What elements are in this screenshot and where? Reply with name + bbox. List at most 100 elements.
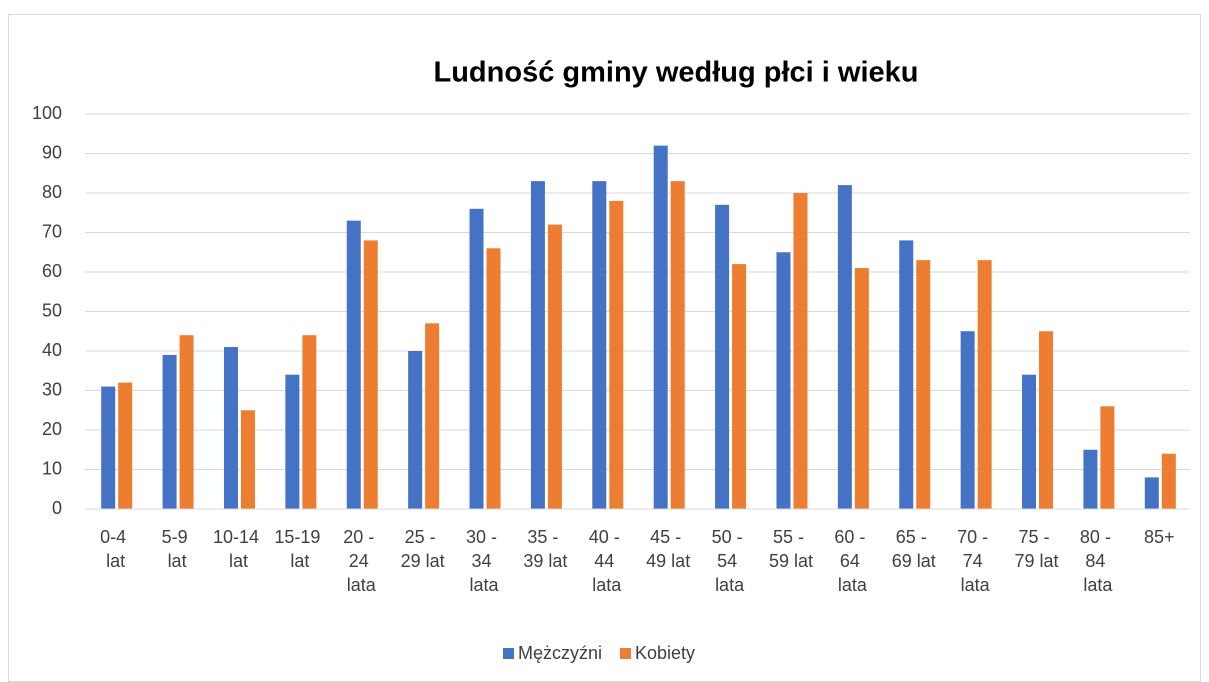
x-tick-label: 15-19 lat — [274, 527, 325, 571]
legend-swatch — [620, 648, 632, 659]
y-tick-label: 50 — [42, 300, 62, 320]
x-tick-line: 49 lat — [646, 551, 690, 571]
bar — [592, 181, 607, 509]
x-tick-label: 10-14 lat — [213, 527, 264, 571]
x-tick-line: 45 - — [650, 527, 686, 547]
y-tick-label: 70 — [42, 221, 62, 241]
x-tick-label: 25 - 29 lat — [401, 527, 445, 571]
x-tick-line: lata — [1083, 575, 1113, 595]
x-tick-line: 54 — [717, 551, 742, 571]
x-tick-line: 40 - — [589, 527, 625, 547]
x-tick-line: lata — [470, 575, 500, 595]
bar — [854, 268, 869, 509]
bar — [363, 240, 378, 509]
bar — [425, 323, 440, 509]
x-tick-line: 15-19 — [274, 527, 325, 547]
x-tick-line: lat — [168, 551, 187, 571]
bar — [1022, 374, 1037, 509]
x-tick-label: 50 - 54 lata — [712, 527, 748, 595]
x-tick-line: 79 lat — [1015, 551, 1059, 571]
x-tick-line: lat — [229, 551, 248, 571]
x-tick-line: 30 - — [466, 527, 502, 547]
bar — [732, 264, 747, 509]
legend-label: Kobiety — [635, 643, 695, 663]
y-tick-label: 40 — [42, 340, 62, 360]
y-tick-label: 10 — [42, 458, 62, 478]
bar — [1083, 449, 1098, 509]
bar — [179, 335, 194, 509]
y-tick-label: 90 — [42, 142, 62, 162]
x-tick-line: lata — [961, 575, 991, 595]
bar — [1039, 331, 1054, 509]
x-tick-line: 20 - — [343, 527, 379, 547]
x-tick-label: 30 - 34 lata — [466, 527, 502, 595]
x-tick-label: 75 - 79 lat — [1015, 527, 1059, 571]
x-tick-line: lat — [106, 551, 125, 571]
bar — [547, 224, 562, 509]
chart-title: Ludność gminy według płci i wieku — [434, 57, 919, 89]
x-tick-line: 84 — [1085, 551, 1110, 571]
x-tick-label: 70 - 74 lata — [957, 527, 993, 595]
bar — [776, 252, 791, 509]
bar — [837, 185, 852, 509]
y-tick-label: 80 — [42, 182, 62, 202]
x-tick-line: 80 - — [1080, 527, 1116, 547]
bar — [302, 335, 317, 509]
bar — [670, 181, 685, 509]
x-tick-line: 64 — [840, 551, 865, 571]
x-tick-line: lata — [592, 575, 622, 595]
bar — [101, 386, 116, 509]
bar — [793, 193, 808, 509]
x-tick-label: 85+ — [1144, 527, 1175, 547]
x-tick-line: lata — [838, 575, 868, 595]
x-tick-label: 55 - 59 lat — [769, 527, 813, 571]
x-tick-line: 65 - — [896, 527, 932, 547]
x-tick-line: 5-9 — [162, 527, 193, 547]
x-tick-line: 29 lat — [401, 551, 445, 571]
x-tick-line: 85+ — [1144, 527, 1175, 547]
x-tick-line: 69 lat — [892, 551, 936, 571]
y-tick-label: 60 — [42, 261, 62, 281]
bar — [162, 354, 177, 509]
bar — [469, 208, 484, 510]
y-tick-label: 20 — [42, 419, 62, 439]
bar — [240, 410, 255, 509]
x-tick-line: 44 — [594, 551, 619, 571]
x-tick-line: lata — [715, 575, 745, 595]
bar — [653, 145, 668, 509]
bar — [715, 204, 730, 509]
bar — [1100, 406, 1115, 509]
x-tick-label: 40 - 44 lata — [589, 527, 625, 595]
bar — [977, 260, 992, 509]
x-tick-line: lata — [347, 575, 377, 595]
bar — [486, 248, 501, 510]
y-tick-label: 100 — [32, 103, 62, 123]
x-tick-line: 0-4 — [100, 527, 131, 547]
x-tick-line: 39 lat — [523, 551, 567, 571]
bar — [899, 240, 914, 509]
x-tick-line: 59 lat — [769, 551, 813, 571]
x-tick-label: 0-4 lat — [100, 527, 131, 571]
x-tick-line: 25 - — [405, 527, 441, 547]
bar — [609, 200, 624, 509]
x-tick-line: 60 - — [834, 527, 870, 547]
x-tick-line: 75 - — [1019, 527, 1055, 547]
bar — [960, 331, 975, 509]
x-tick-line: 35 - — [527, 527, 563, 547]
bar — [285, 374, 300, 509]
x-tick-line: 74 — [963, 551, 988, 571]
y-tick-label: 0 — [52, 498, 62, 518]
x-tick-line: 24 — [349, 551, 374, 571]
x-tick-line: 10-14 — [213, 527, 264, 547]
x-tick-label: 5-9 lat — [162, 527, 193, 571]
x-tick-label: 45 - 49 lat — [646, 527, 690, 571]
y-tick-label: 30 — [42, 379, 62, 399]
x-tick-label: 60 - 64 lata — [834, 527, 870, 595]
bar — [530, 181, 545, 509]
x-tick-line: 50 - — [712, 527, 748, 547]
x-tick-line: 55 - — [773, 527, 809, 547]
x-tick-label: 20 - 24 lata — [343, 527, 379, 595]
bar — [346, 220, 361, 509]
bar — [1161, 453, 1176, 509]
